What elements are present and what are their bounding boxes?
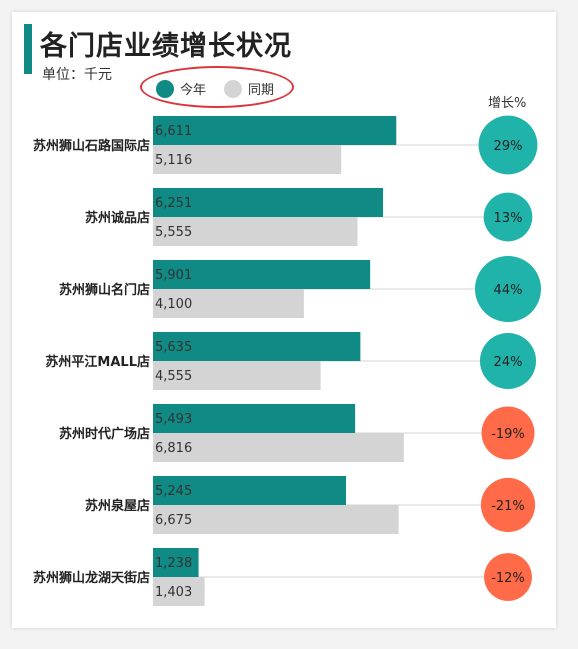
category-label: 苏州时代广场店 <box>59 426 150 442</box>
growth-circle <box>479 332 537 390</box>
bar-current <box>153 260 371 289</box>
bar-previous <box>153 361 321 390</box>
growth-header: 增长% <box>488 96 527 111</box>
data-label-previous: 5,555 <box>155 225 192 240</box>
legend-label-current: 今年 <box>180 83 207 98</box>
data-label-previous: 4,100 <box>155 297 192 312</box>
category-label: 苏州狮山龙湖天街店 <box>33 570 150 586</box>
title-accent-bar <box>24 24 32 74</box>
growth-circle <box>475 256 541 322</box>
bar-current <box>153 332 361 361</box>
unit-label: 单位：千元 <box>42 67 112 83</box>
bar-current <box>153 188 384 217</box>
bar-previous <box>153 505 399 534</box>
growth-label: 29% <box>494 139 523 154</box>
growth-label: -12% <box>491 571 525 586</box>
bar-current <box>153 116 397 145</box>
bar-previous <box>153 577 205 606</box>
growth-circle <box>480 477 536 533</box>
bar-previous <box>153 433 404 462</box>
data-label-previous: 6,816 <box>155 441 192 456</box>
growth-circle <box>483 192 533 242</box>
category-label: 苏州狮山名门店 <box>59 282 150 298</box>
growth-circle <box>484 553 532 601</box>
growth-circle <box>481 406 535 460</box>
legend-item-previous[interactable]: 同期 <box>224 79 274 98</box>
bar-previous <box>153 217 358 246</box>
bar-previous <box>153 289 304 318</box>
bar-current <box>153 548 199 577</box>
growth-label: 44% <box>494 283 523 298</box>
data-label-current: 6,611 <box>155 124 192 139</box>
category-label: 苏州泉屋店 <box>85 498 150 514</box>
legend: 今年 同期 <box>140 66 294 108</box>
data-label-previous: 4,555 <box>155 369 192 384</box>
category-label: 苏州狮山石路国际店 <box>33 138 150 154</box>
data-label-current: 5,493 <box>155 412 192 427</box>
category-label: 苏州诚品店 <box>85 210 150 226</box>
legend-swatch-previous <box>224 79 242 98</box>
data-label-current: 1,238 <box>155 556 192 571</box>
legend-label-previous: 同期 <box>248 83 275 98</box>
data-label-previous: 1,403 <box>155 585 192 600</box>
growth-label: -21% <box>491 499 525 514</box>
legend-item-current[interactable]: 今年 <box>156 79 206 98</box>
growth-circle <box>478 115 538 175</box>
chart-card: 各门店业绩增长状况 单位：千元 今年 同期 增长% 苏州狮山石路国际店 6,611… <box>12 12 556 628</box>
bar-current <box>153 476 347 505</box>
legend-swatch-current <box>156 79 174 98</box>
growth-label: 13% <box>494 211 523 226</box>
data-label-current: 5,245 <box>155 484 192 499</box>
data-label-previous: 5,116 <box>155 153 192 168</box>
growth-label: 24% <box>494 355 523 370</box>
bar-chart: 苏州狮山石路国际店 6,611 5,116 29% 苏州诚品店 6,251 5,555 13%… <box>33 115 541 606</box>
chart-title: 各门店业绩增长状况 <box>40 31 292 62</box>
bar-current <box>153 404 356 433</box>
data-label-current: 5,901 <box>155 268 192 283</box>
growth-label: -19% <box>491 427 525 442</box>
data-label-current: 5,635 <box>155 340 192 355</box>
category-label: 苏州平江MALL店 <box>45 354 150 370</box>
bar-previous <box>153 145 342 174</box>
data-label-previous: 6,675 <box>155 513 192 528</box>
data-label-current: 6,251 <box>155 196 192 211</box>
